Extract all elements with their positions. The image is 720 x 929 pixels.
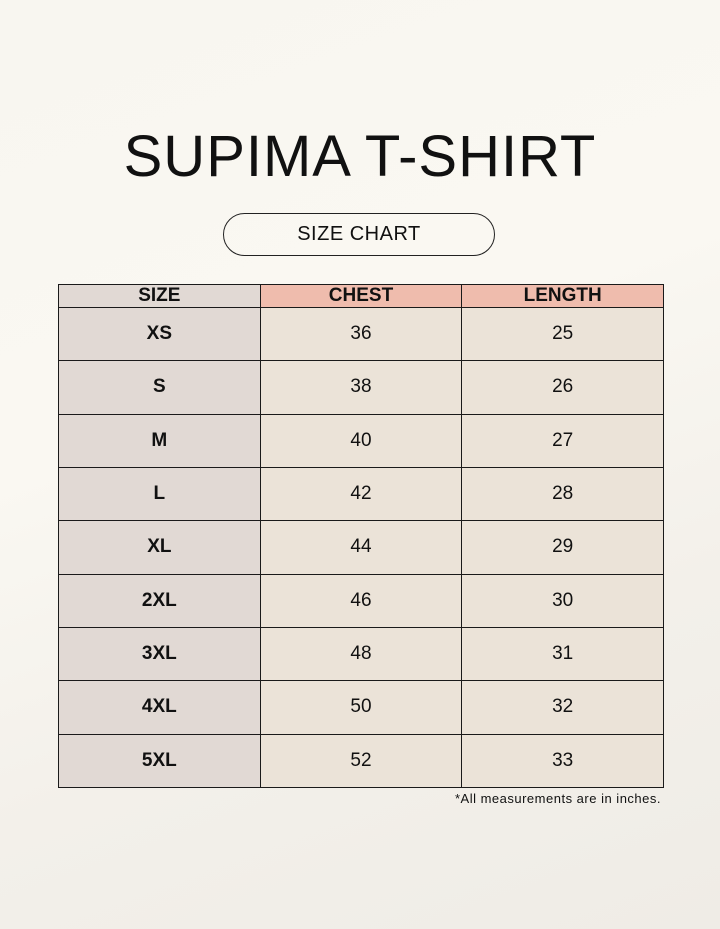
cell-chest: 38 bbox=[259, 360, 463, 415]
cell-length: 26 bbox=[461, 360, 664, 415]
table-row: 4XL 50 32 bbox=[58, 680, 664, 735]
cell-length: 33 bbox=[461, 733, 664, 789]
cell-length: 30 bbox=[461, 573, 664, 628]
cell-size: L bbox=[58, 466, 261, 522]
cell-size: 4XL bbox=[58, 680, 261, 735]
page-title: SUPIMA T-SHIRT bbox=[123, 124, 597, 189]
cell-length: 27 bbox=[461, 413, 664, 468]
cell-size: 5XL bbox=[58, 733, 261, 789]
cell-length: 32 bbox=[461, 680, 664, 735]
header-size: SIZE bbox=[58, 284, 261, 308]
measurement-note: *All measurements are in inches. bbox=[454, 791, 661, 806]
cell-size: XL bbox=[58, 520, 261, 575]
table-row: 3XL 48 31 bbox=[58, 626, 664, 682]
cell-length: 28 bbox=[461, 466, 664, 522]
cell-chest: 40 bbox=[259, 413, 463, 468]
table-header-row: SIZE CHEST LENGTH bbox=[58, 284, 664, 308]
cell-chest: 48 bbox=[259, 626, 463, 682]
header-chest: CHEST bbox=[259, 284, 463, 308]
cell-chest: 50 bbox=[259, 680, 463, 735]
table-row: S 38 26 bbox=[58, 360, 664, 415]
cell-chest: 36 bbox=[259, 306, 463, 362]
cell-size: M bbox=[58, 413, 261, 468]
table-row: XS 36 25 bbox=[58, 306, 664, 362]
size-chart-table: SIZE CHEST LENGTH XS 36 25 S 38 26 M 40 27 L 42 28 X… bbox=[58, 284, 664, 789]
table-row: M 40 27 bbox=[58, 413, 664, 468]
table-row: L 42 28 bbox=[58, 466, 664, 522]
table-row: 2XL 46 30 bbox=[58, 573, 664, 628]
cell-chest: 42 bbox=[259, 466, 463, 522]
table-row: 5XL 52 33 bbox=[58, 733, 664, 789]
cell-size: S bbox=[58, 360, 261, 415]
cell-chest: 52 bbox=[259, 733, 463, 789]
cell-size: 3XL bbox=[58, 626, 261, 682]
cell-size: 2XL bbox=[58, 573, 261, 628]
size-chart-label: SIZE CHART bbox=[223, 213, 495, 256]
cell-chest: 44 bbox=[259, 520, 463, 575]
cell-chest: 46 bbox=[259, 573, 463, 628]
cell-length: 29 bbox=[461, 520, 664, 575]
cell-size: XS bbox=[58, 306, 261, 362]
cell-length: 25 bbox=[461, 306, 664, 362]
table-row: XL 44 29 bbox=[58, 520, 664, 575]
cell-length: 31 bbox=[461, 626, 664, 682]
header-length: LENGTH bbox=[461, 284, 664, 308]
